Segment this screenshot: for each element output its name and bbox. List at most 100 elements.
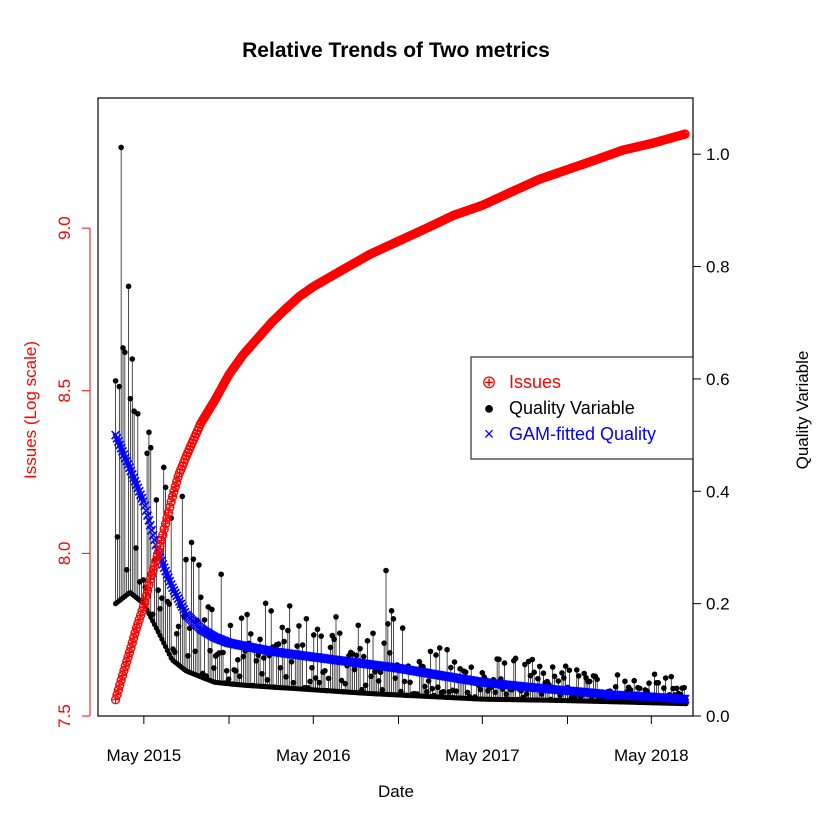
- quality-point: [129, 356, 136, 362]
- gam-point: [679, 694, 689, 704]
- quality-point: [355, 622, 362, 629]
- legend-symbol-0: ⊕: [481, 372, 496, 392]
- quality-point: [112, 378, 119, 384]
- quality-point: [183, 556, 189, 563]
- quality-point: [535, 675, 541, 682]
- quality-point: [166, 601, 173, 607]
- quality-point: [383, 567, 389, 574]
- gam-fitted-series: [111, 430, 690, 704]
- quality-point: [201, 617, 208, 623]
- chart-title: Relative Trends of Two metrics: [242, 39, 550, 62]
- gam-point: [170, 588, 180, 598]
- issues-point-plus: [149, 566, 158, 575]
- legend-label-2: GAM-fitted Quality: [509, 424, 656, 444]
- quality-point: [244, 611, 250, 618]
- quality-point: [162, 484, 169, 491]
- quality-point: [146, 429, 152, 436]
- quality-point: [172, 649, 178, 655]
- quality-point: [573, 667, 580, 673]
- issues-point-plus: [139, 602, 148, 611]
- quality-point: [594, 676, 600, 683]
- issues-point-plus: [154, 547, 163, 556]
- quality-point: [468, 664, 475, 670]
- quality-point: [207, 647, 213, 654]
- quality-point: [114, 534, 121, 540]
- gam-point: [177, 602, 187, 612]
- issues-point-plus: [119, 666, 128, 675]
- gam-point: [173, 593, 183, 604]
- left-y-tick-label: 8.5: [55, 379, 74, 403]
- quality-point: [144, 450, 150, 457]
- quality-point: [316, 679, 323, 686]
- quality-point: [407, 679, 413, 686]
- issues-point-plus: [118, 671, 127, 680]
- quality-point: [336, 630, 343, 637]
- issues-point-plus: [140, 597, 149, 606]
- legend-label-1: Quality Variable: [509, 398, 635, 418]
- quality-point: [192, 648, 199, 655]
- quality-point: [277, 665, 284, 671]
- issues-point-plus: [151, 557, 160, 566]
- issues-point-plus: [128, 638, 137, 647]
- quality-point: [185, 653, 191, 659]
- x-tick-label: May 2016: [276, 746, 351, 765]
- issues-point-plus: [160, 525, 169, 534]
- quality-point: [636, 685, 643, 692]
- quality-point: [149, 611, 156, 618]
- right-y-tick-label: 1.0: [706, 145, 730, 164]
- quality-point: [135, 410, 141, 417]
- quality-point: [238, 615, 245, 621]
- quality-point: [512, 655, 519, 662]
- quality-point: [453, 688, 460, 694]
- right-y-tick-label: 0.8: [706, 258, 730, 277]
- quality-point: [290, 679, 297, 686]
- quality-point: [275, 641, 282, 647]
- quality-point: [566, 667, 573, 674]
- quality-point: [375, 678, 382, 684]
- quality-point: [575, 673, 582, 679]
- gam-point: [167, 583, 178, 593]
- quality-point: [116, 383, 123, 390]
- gam-point: [179, 604, 189, 615]
- quality-point: [427, 648, 434, 655]
- quality-point: [285, 627, 291, 634]
- quality-point: [253, 657, 260, 664]
- quality-point: [390, 616, 397, 622]
- quality-point: [433, 652, 439, 658]
- quality-point: [310, 632, 317, 638]
- left-y-tick-label: 7.5: [55, 704, 74, 728]
- quality-point: [190, 556, 197, 562]
- quality-point: [651, 671, 658, 678]
- issues-point-plus: [162, 514, 171, 523]
- quality-point: [561, 675, 567, 681]
- issues-point-plus: [167, 497, 176, 506]
- issues-point-plus: [156, 541, 165, 550]
- quality-point: [351, 666, 358, 673]
- gam-point: [169, 585, 179, 595]
- legend: ⊕ Issues ● Quality Variable × GAM-fitted Qual…: [470, 356, 694, 460]
- quality-point: [338, 677, 345, 684]
- quality-variable-series: [112, 144, 689, 707]
- quality-point: [296, 623, 302, 629]
- quality-point: [392, 675, 399, 681]
- issues-point-plus: [144, 580, 153, 589]
- x-tick-label: May 2017: [445, 746, 520, 765]
- issues-point-plus: [129, 633, 138, 642]
- quality-point: [325, 675, 332, 682]
- quality-point: [155, 587, 161, 593]
- quality-point: [314, 626, 321, 633]
- quality-point: [153, 497, 160, 503]
- quality-point: [209, 606, 215, 613]
- x-tick-label: May 2015: [107, 746, 182, 765]
- quality-point: [235, 656, 241, 663]
- quality-point: [586, 678, 593, 685]
- issues-point-plus: [153, 552, 162, 561]
- legend-box: [470, 356, 694, 460]
- quality-point: [451, 659, 458, 665]
- issues-point-plus: [161, 519, 170, 528]
- quality-point: [422, 683, 428, 690]
- quality-point: [227, 622, 234, 629]
- quality-point: [122, 349, 128, 356]
- quality-point: [622, 678, 628, 685]
- quality-point: [531, 669, 537, 676]
